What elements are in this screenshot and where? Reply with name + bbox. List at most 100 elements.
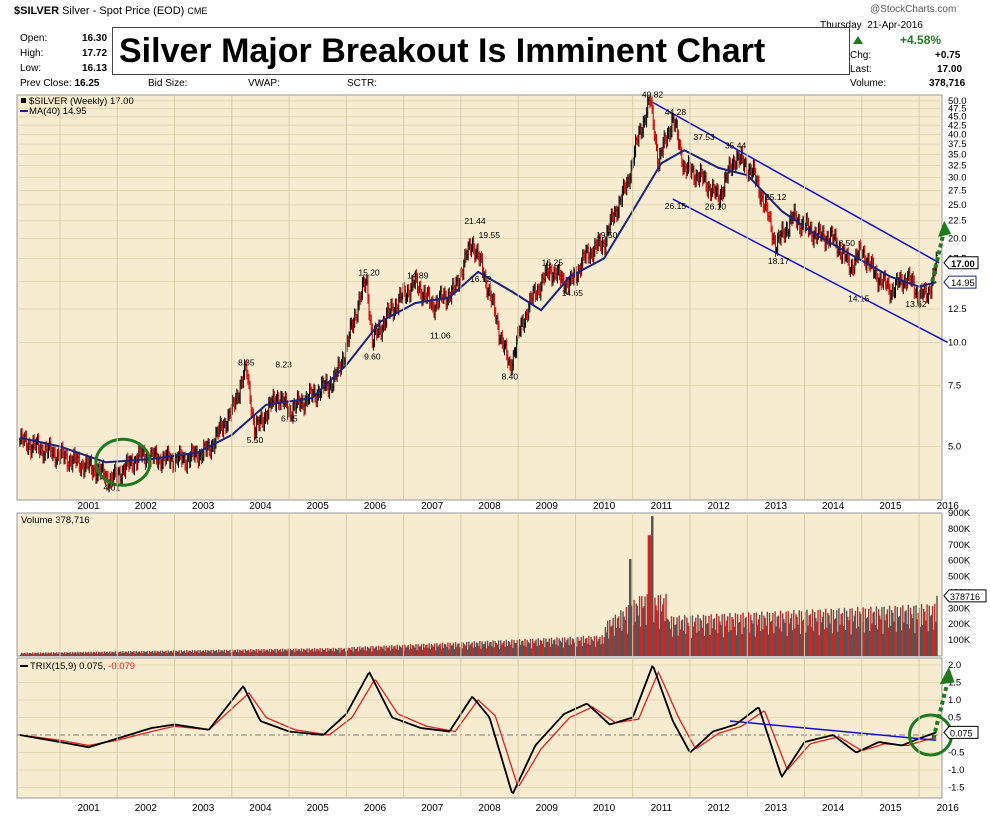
volume-bar [175,650,177,656]
volume-bar [504,646,506,656]
volume-bar [280,651,283,656]
volume-bar [110,653,112,656]
volume-bar [172,650,175,656]
volume-bar [376,650,379,656]
volume-bar [506,646,509,656]
volume-bar [102,653,104,656]
volume-bar [234,649,237,656]
volume-bar [113,652,115,656]
volume-bar [92,651,94,656]
volume-bar [742,612,744,656]
volume-bar [715,613,718,656]
volume-bar [863,632,865,656]
volume-bar [168,652,170,656]
volume-bar [669,628,672,656]
trix-signal-line [19,670,937,788]
x-tick-label: 2016 [937,501,960,512]
volume-bar [136,652,139,656]
volume-bar [177,651,179,656]
volume-bar [144,651,146,656]
volume-bar [458,643,460,656]
volume-bar [794,628,796,656]
date-line: Thursday 21-Apr-2016 [820,20,923,31]
volume-bar [346,650,349,656]
volume-bar [348,647,350,656]
y-tick-label: 35.0 [948,149,967,160]
volume-bar [869,631,871,656]
volume-bar [268,648,271,656]
volume-bar [363,650,365,656]
volume-bar [702,614,705,656]
volume-bar [81,652,83,656]
volume-bar [686,617,688,656]
volume-bar [272,650,274,656]
volume-bar [925,620,927,656]
volume-bar [829,623,831,656]
volume-bar [692,626,695,656]
volume-bar [701,627,704,656]
volume-bar [807,625,809,656]
volume-bar [496,644,499,656]
volume-bar [384,650,386,656]
volume-bar [377,645,380,656]
volume-bar [96,653,99,656]
volume-bar [295,648,297,656]
volume-bar [265,649,267,656]
volume-bar [352,651,354,656]
volume-bar [821,616,824,656]
volume-bar [847,616,849,656]
volume-bar [476,643,479,656]
volume-bar [479,641,481,656]
volume-bar [153,653,155,656]
volume-bar [788,623,791,656]
volume-bar [134,653,136,656]
volume-bar [131,652,133,656]
volume-bar [36,653,38,656]
high-row: High: [20,48,44,59]
volume-bar [20,652,23,656]
volume-bar [441,642,444,656]
volume-bar [252,649,254,656]
volume-bar [761,611,763,656]
x-tick-label: 2003 [192,501,215,512]
price-annotation: 5.50 [247,435,264,445]
volume-bar [282,648,284,656]
volume-bar [563,637,566,656]
x-tick-label: 2009 [536,803,559,814]
volume-bar [408,649,411,656]
volume-bar [259,650,262,656]
volume-bar [923,608,925,656]
volume-bar [614,614,617,656]
volume-bar [125,651,128,656]
volume-bar [389,650,392,656]
volume-bar [239,649,241,656]
volume-bar [733,626,736,656]
volume-bar [844,629,847,656]
y-tick-label: 20.0 [948,233,967,244]
volume-bar [507,641,510,656]
volume-bar [34,652,36,656]
low-row: Low: [20,63,42,74]
volume-bar [42,652,45,656]
volume-bar [593,636,596,656]
volume-bar [306,648,308,656]
volume-bar [772,613,774,656]
volume-bar [551,643,554,656]
volume-bar [605,632,608,656]
volume-bar [380,646,382,656]
volume-bar [623,616,625,656]
volume-bar [698,631,700,656]
volume-bar [589,645,591,656]
open-value: 16.30 [82,33,108,44]
volume-bar [524,638,526,656]
volume-bar [26,652,28,656]
price-annotation: 19.50 [596,230,618,240]
volume-bar [127,651,130,656]
trix-panel: -1.5 -1.0 -0.5 0.5 1.0 1.5 2.0 TRIX(15,9) 0.075… [16,657,979,799]
y-tick-label: 1.5 [948,678,961,689]
volume-bar [720,624,722,656]
volume-bar [768,612,771,656]
volume-bar [387,647,390,656]
volume-bar [512,647,514,656]
volume-bar [126,652,129,656]
